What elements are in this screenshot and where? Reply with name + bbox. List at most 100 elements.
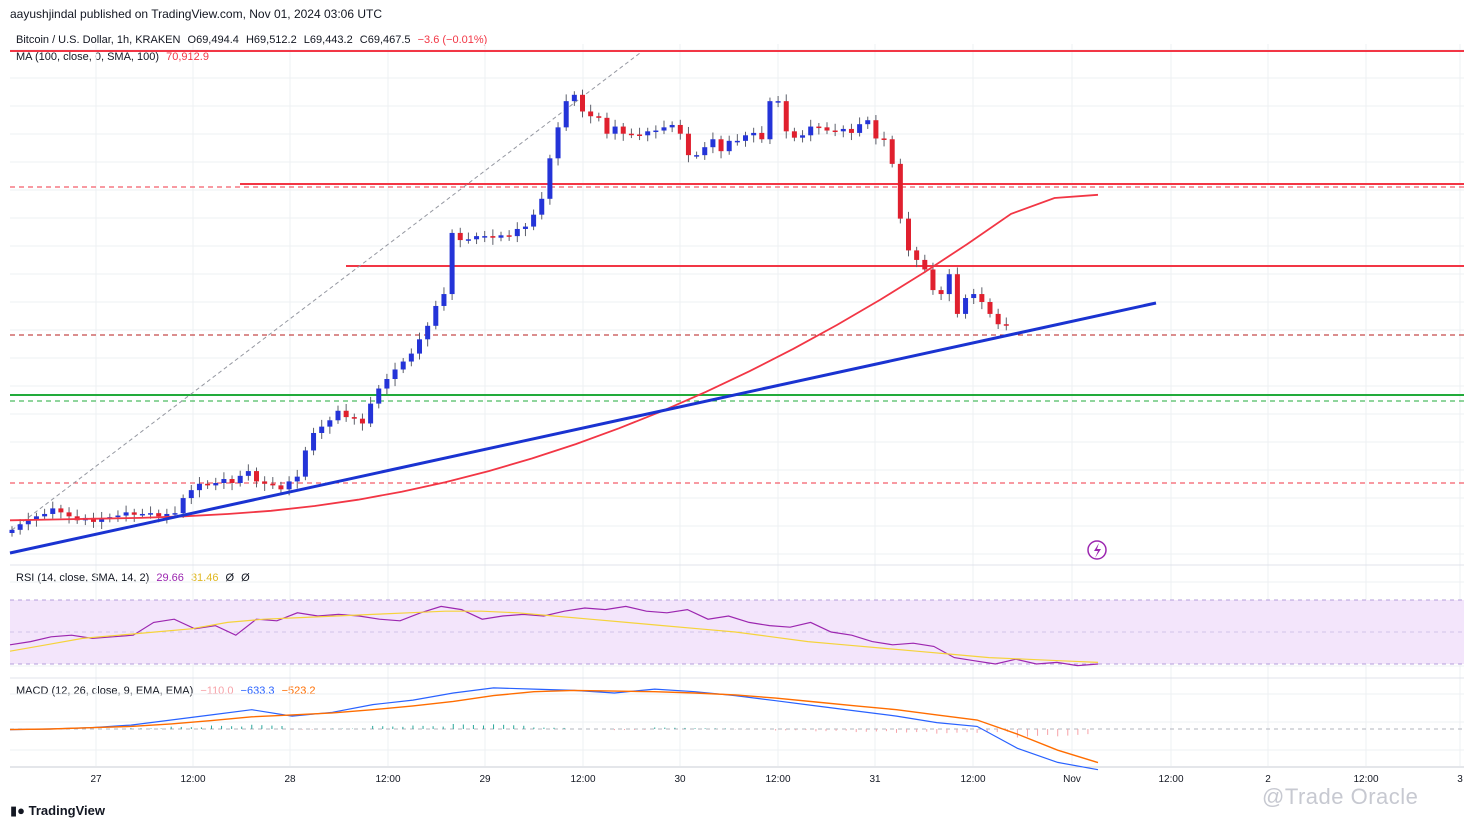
- candle: [906, 211, 911, 257]
- ohlc-change: −3.6 (−0.01%): [417, 34, 488, 46]
- candle-body: [465, 239, 471, 241]
- candle-body: [115, 515, 121, 518]
- candle-body: [482, 236, 488, 238]
- candle-body: [400, 361, 406, 370]
- ma-value: 70,912.9: [166, 51, 209, 63]
- ohlc-open: O69,494.4: [187, 34, 239, 46]
- candle: [547, 154, 553, 205]
- time-axis-tick: 12:00: [1158, 774, 1183, 785]
- symbol-legend[interactable]: Bitcoin / U.S. Dollar, 1h, KRAKEN O69,49…: [16, 34, 487, 46]
- candle-body: [17, 524, 23, 530]
- candle-body: [832, 130, 838, 133]
- rsi-extra-1: Ø: [225, 572, 235, 584]
- tradingview-logo-icon: ▮●: [10, 803, 26, 818]
- candle: [938, 286, 944, 301]
- candle: [669, 121, 675, 133]
- candle-body: [221, 479, 227, 483]
- candle-body: [800, 135, 806, 138]
- candle: [270, 477, 276, 489]
- candle-body: [205, 483, 211, 486]
- rsi-legend[interactable]: RSI (14, close, SMA, 14, 2) 29.66 31.46 …: [16, 572, 250, 584]
- ma-legend[interactable]: MA (100, close, 0, SMA, 100) 70,912.9: [16, 51, 209, 63]
- candle: [262, 476, 268, 491]
- candle: [139, 508, 145, 519]
- candle-body: [286, 481, 292, 490]
- candle-body: [718, 139, 724, 152]
- candle: [865, 116, 871, 129]
- candle-body: [335, 410, 341, 421]
- candle: [522, 223, 528, 237]
- candle-body: [963, 298, 969, 314]
- candle-body: [808, 126, 814, 136]
- candle: [359, 413, 365, 431]
- candle-body: [930, 269, 936, 291]
- candle: [987, 298, 993, 318]
- candle-body: [751, 132, 757, 136]
- candle-body: [857, 124, 863, 133]
- candle-body: [816, 126, 822, 129]
- candle: [637, 127, 643, 141]
- candle-body: [99, 518, 105, 522]
- candle: [17, 519, 23, 535]
- candle-body: [408, 353, 414, 362]
- candle: [400, 357, 406, 374]
- time-axis-tick: 29: [479, 774, 491, 785]
- candle-body: [775, 101, 781, 103]
- candle: [759, 126, 765, 143]
- candle: [596, 112, 602, 122]
- candle: [702, 142, 708, 160]
- candle-body: [547, 158, 553, 199]
- candle: [628, 128, 634, 139]
- candle: [514, 222, 520, 243]
- candle-body: [131, 512, 137, 515]
- time-axis-tick: Nov: [1063, 774, 1081, 785]
- candle-body: [172, 513, 178, 515]
- candle: [979, 287, 985, 310]
- candle-body: [425, 325, 431, 340]
- candle-body: [457, 232, 463, 241]
- candle: [775, 95, 781, 108]
- candle-body: [229, 479, 235, 483]
- trend-layer: [9, 301, 1157, 555]
- rsi-line: [9, 605, 1099, 667]
- rsi-label: RSI (14, close, SMA, 14, 2): [16, 572, 150, 584]
- candle-body: [612, 126, 618, 134]
- candle: [91, 512, 96, 528]
- candle: [580, 89, 585, 118]
- candle: [213, 477, 219, 491]
- candle: [50, 501, 56, 519]
- ma-label: MA (100, close, 0, SMA, 100): [16, 51, 160, 63]
- candle: [995, 308, 1001, 329]
- candle-body: [188, 490, 194, 499]
- candle: [971, 288, 977, 304]
- candle: [588, 104, 594, 124]
- marker-layer: [1087, 540, 1107, 560]
- candle: [873, 115, 879, 145]
- candle: [425, 322, 431, 347]
- time-axis-tick: 12:00: [765, 774, 790, 785]
- candle: [311, 427, 317, 456]
- tradingview-logo[interactable]: ▮● TradingView: [10, 803, 105, 819]
- candle: [25, 512, 31, 531]
- candle-body: [645, 131, 651, 136]
- candle-body: [384, 379, 390, 389]
- candle: [848, 123, 854, 141]
- candle: [604, 112, 610, 139]
- candle: [881, 131, 887, 147]
- candle: [254, 467, 259, 488]
- time-axis-tick: 12:00: [1353, 774, 1378, 785]
- time-axis-tick: 12:00: [180, 774, 205, 785]
- candle: [539, 192, 545, 220]
- candle: [245, 464, 251, 481]
- lightning-bolt-icon: [1094, 543, 1101, 558]
- candle-body: [506, 235, 512, 237]
- time-axis-tick: 28: [284, 774, 296, 785]
- rsi-sma-line: [9, 610, 1099, 663]
- candle: [840, 125, 846, 138]
- candle-body: [66, 512, 72, 517]
- candle: [661, 120, 667, 135]
- candle: [335, 405, 341, 424]
- candle-body: [702, 147, 708, 156]
- candle-body: [42, 513, 48, 517]
